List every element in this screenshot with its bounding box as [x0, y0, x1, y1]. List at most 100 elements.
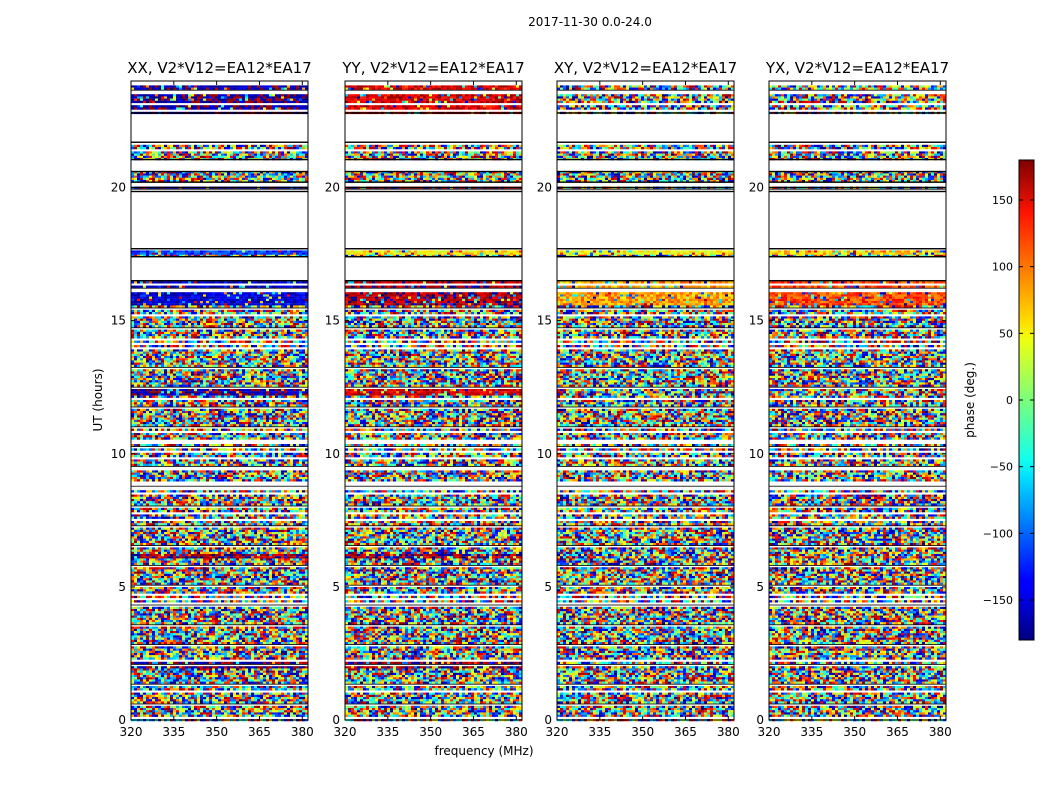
- heatmap-cell: [263, 173, 267, 176]
- heatmap-cell: [197, 144, 201, 148]
- heatmap-cell: [158, 452, 162, 456]
- heatmap-cell: [182, 413, 186, 416]
- heatmap-cell: [152, 294, 156, 297]
- heatmap-cell: [278, 411, 282, 414]
- heatmap-cell: [197, 285, 201, 288]
- heatmap-cell: [302, 353, 306, 357]
- heatmap-cell: [254, 382, 258, 385]
- heatmap-cell: [290, 100, 294, 104]
- heatmap-cell: [248, 437, 252, 440]
- heatmap-cell: [203, 334, 207, 337]
- heatmap-cell: [191, 417, 195, 420]
- heatmap-cell: [272, 309, 276, 313]
- heatmap-cell: [224, 98, 228, 101]
- heatmap-cell: [170, 351, 174, 354]
- heatmap-cell: [296, 358, 300, 361]
- heatmap-cell: [281, 340, 285, 343]
- heatmap-cell: [251, 369, 255, 372]
- heatmap-cell: [296, 305, 300, 308]
- heatmap-cell: [185, 285, 189, 288]
- heatmap-cell: [218, 281, 222, 284]
- heatmap-cell: [173, 173, 177, 176]
- heatmap-cell: [131, 175, 135, 178]
- heatmap-cell: [140, 175, 144, 178]
- heatmap-cell: [290, 411, 294, 414]
- heatmap-cell: [143, 448, 147, 451]
- heatmap-cell: [176, 395, 180, 398]
- heatmap-cell: [152, 331, 156, 335]
- heatmap-cell: [167, 303, 171, 306]
- heatmap-cell: [209, 400, 213, 403]
- heatmap-cell: [224, 298, 228, 302]
- heatmap-cell: [173, 364, 177, 368]
- heatmap-cell: [200, 305, 204, 308]
- heatmap-cell: [305, 417, 309, 420]
- heatmap-cell: [212, 356, 216, 359]
- heatmap-cell: [173, 428, 177, 431]
- heatmap-cell: [236, 329, 240, 332]
- heatmap-cell: [176, 292, 180, 295]
- heatmap-cell: [260, 411, 264, 414]
- heatmap-cell: [245, 303, 249, 306]
- heatmap-cell: [179, 325, 183, 328]
- heatmap-cell: [149, 360, 153, 363]
- heatmap-cell: [305, 400, 309, 403]
- heatmap-cell: [242, 375, 246, 379]
- heatmap-cell: [194, 312, 198, 315]
- heatmap-cell: [149, 435, 153, 438]
- heatmap-cell: [179, 292, 183, 295]
- flag-line: [131, 426, 308, 428]
- heatmap-cell: [221, 285, 225, 288]
- heatmap-cell: [176, 155, 180, 159]
- heatmap-cell: [209, 175, 213, 178]
- heatmap-cell: [164, 353, 168, 357]
- heatmap-cell: [227, 373, 231, 376]
- heatmap-cell: [290, 375, 294, 379]
- heatmap-cell: [167, 373, 171, 376]
- heatmap-cell: [206, 424, 210, 427]
- heatmap-cell: [293, 155, 297, 159]
- flag-line: [131, 406, 308, 408]
- heatmap-cell: [185, 452, 189, 456]
- heatmap-cell: [140, 371, 144, 374]
- heatmap-cell: [221, 393, 225, 396]
- heatmap-cell: [206, 303, 210, 306]
- heatmap-cell: [161, 382, 165, 385]
- heatmap-cell: [131, 312, 135, 315]
- heatmap-cell: [161, 417, 165, 420]
- heatmap-cell: [257, 384, 261, 387]
- heatmap-cell: [275, 408, 279, 412]
- heatmap-cell: [161, 285, 165, 288]
- heatmap-cell: [221, 400, 225, 403]
- heatmap-cell: [254, 371, 258, 374]
- heatmap-cell: [221, 353, 225, 357]
- heatmap-cell: [155, 411, 159, 414]
- heatmap-cell: [149, 320, 153, 324]
- heatmap-cell: [278, 448, 282, 451]
- heatmap-cell: [284, 351, 288, 354]
- heatmap-cell: [269, 411, 273, 414]
- heatmap-cell: [176, 318, 180, 321]
- heatmap-cell: [167, 424, 171, 427]
- heatmap-cell: [230, 85, 234, 88]
- heatmap-cell: [155, 285, 159, 288]
- heatmap-cell: [233, 85, 237, 88]
- heatmap-cell: [200, 334, 204, 337]
- heatmap-cell: [299, 433, 303, 436]
- heatmap-cell: [173, 362, 177, 365]
- heatmap-cell: [227, 180, 231, 183]
- heatmap-cell: [182, 312, 186, 315]
- heatmap-cell: [212, 173, 216, 176]
- heatmap-cell: [200, 175, 204, 178]
- heatmap-cell: [287, 329, 291, 332]
- heatmap-cell: [203, 455, 207, 458]
- heatmap-cell: [164, 298, 168, 302]
- heatmap-cell: [281, 408, 285, 412]
- heatmap-cell: [245, 312, 249, 315]
- heatmap-cell: [242, 391, 246, 394]
- heatmap-cell: [209, 455, 213, 458]
- heatmap-cell: [281, 147, 285, 150]
- heatmap-cell: [197, 413, 201, 416]
- heatmap-cell: [281, 369, 285, 372]
- heatmap-cell: [221, 331, 225, 335]
